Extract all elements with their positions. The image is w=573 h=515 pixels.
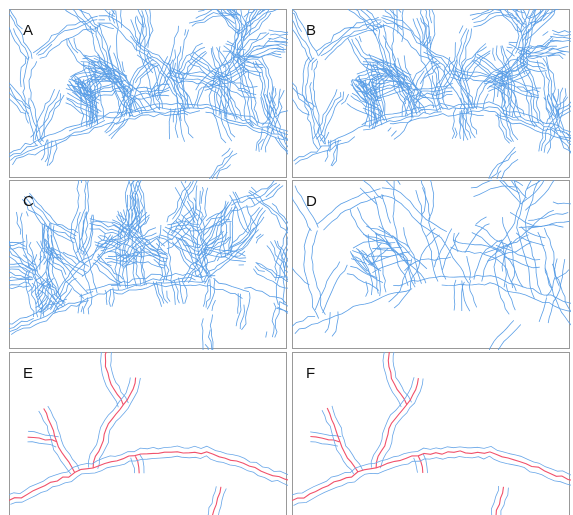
panel: B — [270, 0, 573, 185]
contour — [566, 3, 573, 7]
contour — [489, 0, 506, 1]
panel-border — [293, 353, 570, 515]
panel-border — [293, 181, 570, 349]
contour — [258, 0, 293, 6]
panel-border — [10, 353, 287, 515]
contour — [262, 0, 270, 9]
contour — [483, 0, 488, 1]
contour — [272, 0, 288, 4]
panel-label: A — [23, 22, 33, 39]
contour — [494, 0, 502, 7]
contour — [258, 5, 263, 9]
contour — [487, 0, 498, 1]
contour — [341, 0, 362, 6]
contour — [204, 0, 222, 6]
contour — [543, 0, 571, 10]
panel-label: D — [306, 193, 317, 210]
contour — [239, 258, 246, 259]
contour — [0, 87, 7, 97]
contour — [534, 0, 542, 8]
contour — [199, 0, 207, 1]
contour — [0, 244, 6, 254]
contour — [0, 240, 7, 245]
contour — [0, 75, 4, 86]
contour — [253, 0, 257, 5]
panel-label: E — [23, 365, 33, 382]
contour — [340, 0, 356, 6]
contour — [535, 0, 573, 10]
panel-label: B — [306, 22, 316, 39]
contour — [534, 260, 540, 261]
contour — [485, 1, 499, 9]
contour — [268, 0, 275, 10]
contour — [88, 0, 98, 7]
contour — [236, 0, 238, 6]
contour — [0, 69, 7, 81]
contour — [555, 1, 573, 7]
contour — [225, 222, 231, 223]
panel: E — [6, 348, 328, 515]
panel-label: F — [306, 365, 315, 382]
contour — [208, 0, 221, 7]
contour — [202, 0, 213, 3]
contour — [545, 0, 550, 8]
contour — [547, 0, 556, 9]
contour — [506, 5, 520, 8]
panel: A — [0, 0, 329, 185]
contour — [366, 0, 378, 3]
figure: A B C D E F — [0, 0, 573, 515]
panel-label: C — [23, 193, 34, 210]
contour — [87, 0, 111, 4]
contour — [535, 53, 560, 54]
contour — [290, 1, 306, 3]
panel: F — [290, 348, 573, 515]
contour — [278, 2, 290, 5]
contour — [486, 0, 507, 4]
